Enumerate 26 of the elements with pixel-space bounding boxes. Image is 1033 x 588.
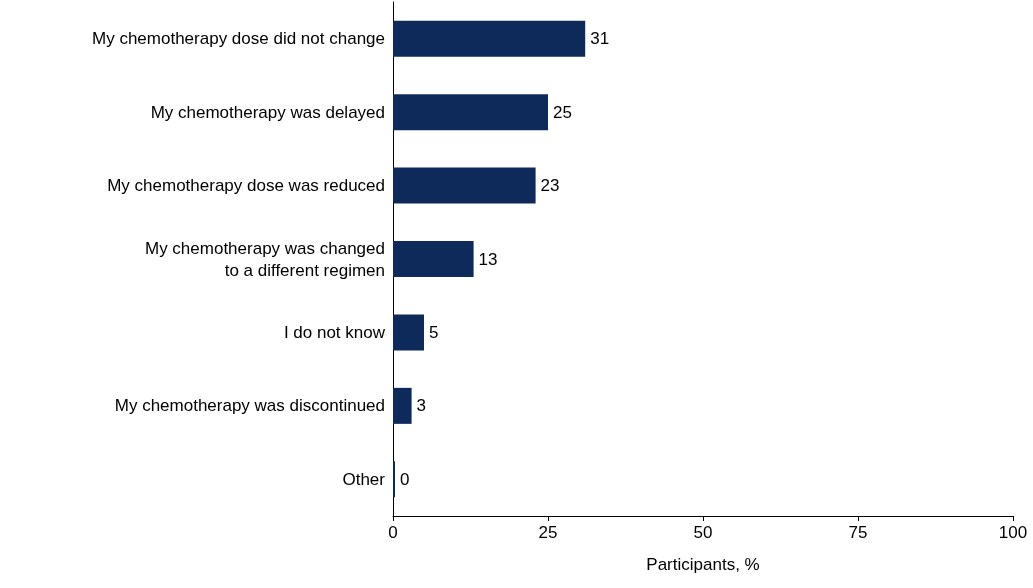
- data-label: 3: [416, 396, 427, 416]
- x-tick-label: 75: [848, 523, 868, 542]
- data-label: 25: [553, 102, 572, 122]
- bar: [393, 94, 548, 131]
- x-tick-label: 0: [388, 523, 398, 542]
- y-tick-label: My chemotherapy dose was reduced: [107, 176, 385, 196]
- data-label: 0: [400, 469, 410, 489]
- y-tick-label: I do not know: [283, 322, 386, 342]
- data-label: 5: [429, 322, 439, 342]
- y-tick-label: My chemotherapy was discontinued: [114, 396, 385, 416]
- y-tick-label: My chemotherapy was changed to a different regimen: [144, 238, 385, 280]
- y-tick-label: Other: [342, 469, 386, 489]
- y-tick-label: My chemotherapy was delayed: [150, 102, 385, 122]
- x-tick-label: 100: [998, 523, 1028, 542]
- x-tick-label: 25: [538, 523, 558, 542]
- data-label: 13: [478, 249, 498, 269]
- bar: [393, 387, 412, 424]
- x-tick-label: 50: [693, 523, 713, 542]
- bar: [393, 167, 536, 204]
- x-axis-title: Participants, %: [646, 555, 760, 574]
- y-tick-label: My chemotherapy dose did not change: [92, 29, 385, 49]
- bar: [393, 314, 424, 351]
- data-label: 31: [590, 29, 610, 49]
- data-label: 23: [540, 176, 560, 196]
- bar: [393, 20, 586, 57]
- bar: [393, 241, 474, 277]
